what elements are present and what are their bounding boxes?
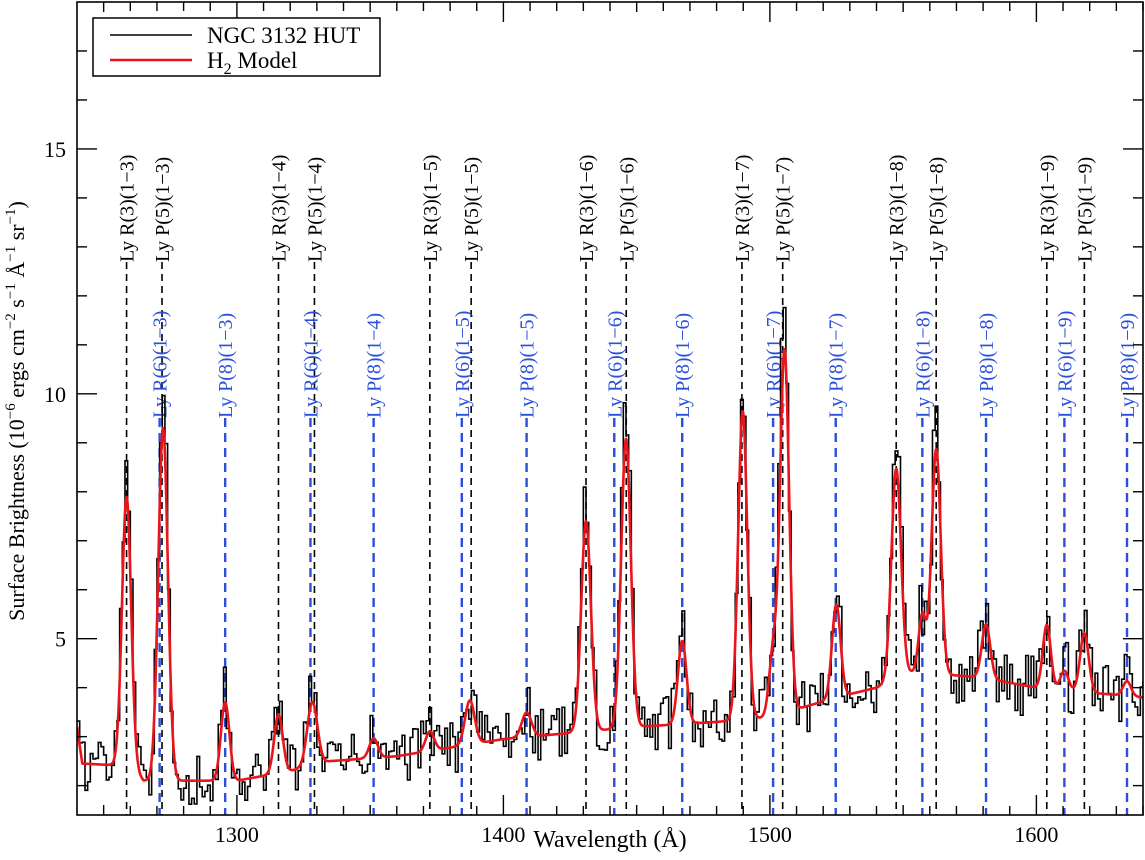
- annotation-label-blue-5: Ly P(8)(1−5): [517, 313, 539, 418]
- series-clip-group: [77, 306, 1143, 805]
- y-tick-label-1: 10: [44, 382, 66, 407]
- annotation-label-black-13: Ly P(5)(1−9): [1074, 157, 1096, 262]
- annotation-label-black-12: Ly R(3)(1−9): [1037, 155, 1059, 262]
- annotation-label-black-6: Ly R(3)(1−6): [576, 155, 598, 262]
- annotation-label-blue-12: Ly R(6)(1−9): [1054, 311, 1076, 418]
- x-tick-label-3: 1600: [1014, 822, 1058, 847]
- annotation-label-blue-13: Ly P(8)(1−9): [1117, 313, 1139, 418]
- annotation-label-blue-1: Ly P(8)(1−3): [215, 313, 237, 418]
- y-tick-label-0: 5: [55, 627, 66, 652]
- annotation-label-black-3: Ly P(5)(1−4): [304, 157, 326, 262]
- x-axis-label: Wavelength (Å): [533, 827, 686, 853]
- annotation-label-black-8: Ly R(3)(1−7): [732, 155, 754, 262]
- annotation-label-black-1: Ly P(5)(1−3): [152, 157, 174, 262]
- y-tick-label-2: 15: [44, 137, 66, 162]
- annotation-label-black-10: Ly R(3)(1−8): [886, 155, 908, 262]
- annotation-label-black-0: Ly R(3)(1−3): [117, 155, 139, 262]
- annotation-label-blue-10: Ly R(6)(1−8): [912, 311, 934, 418]
- legend-label-hut: NGC 3132 HUT: [207, 23, 360, 48]
- y-axis-label: Surface Brightness (10−6 ergs cm−2 s−1 Å…: [3, 201, 29, 621]
- annotation-label-blue-4: Ly R(6)(1−5): [452, 311, 474, 418]
- series-layer: [77, 306, 1143, 805]
- annotation-label-black-5: Ly P(5)(1−5): [461, 157, 483, 262]
- x-tick-label-1: 1400: [481, 822, 525, 847]
- annotation-label-black-11: Ly P(5)(1−8): [926, 157, 948, 262]
- series-h2-model: [77, 347, 1143, 783]
- legend-label-model: H2 Model: [207, 48, 297, 78]
- annotation-label-blue-2: Ly R(6)(1−4): [300, 311, 322, 418]
- annotation-label-blue-3: Ly P(8)(1−4): [364, 313, 386, 418]
- annotation-label-blue-7: Ly P(8)(1−6): [672, 313, 694, 418]
- annotation-label-black-2: Ly R(3)(1−4): [268, 155, 290, 262]
- line-annotations: Ly R(3)(1−3) Ly P(5)(1−3) Ly R(3)(1−4) Ly P…: [117, 155, 1139, 815]
- annotation-label-black-9: Ly P(5)(1−7): [773, 157, 795, 262]
- annotation-label-blue-9: Ly P(8)(1−7): [826, 313, 848, 418]
- annotation-label-blue-0: Ly R(6)(1−3): [150, 311, 172, 418]
- legend-box: [92, 17, 381, 77]
- annotation-label-black-7: Ly P(5)(1−6): [616, 157, 638, 262]
- x-tick-label-0: 1300: [215, 822, 259, 847]
- legend: NGC 3132 HUT H2 Model: [92, 17, 381, 78]
- annotation-label-black-4: Ly R(3)(1−5): [420, 155, 442, 262]
- x-tick-label-2: 1500: [748, 822, 792, 847]
- axis-ticks: 1300 1400 1500 1600 5 10 15: [44, 2, 1144, 847]
- annotation-label-blue-11: Ly P(8)(1−8): [976, 313, 998, 418]
- annotation-label-blue-8: Ly R(6)(1−7): [763, 311, 785, 418]
- annotation-label-blue-6: Ly R(6)(1−6): [604, 311, 626, 418]
